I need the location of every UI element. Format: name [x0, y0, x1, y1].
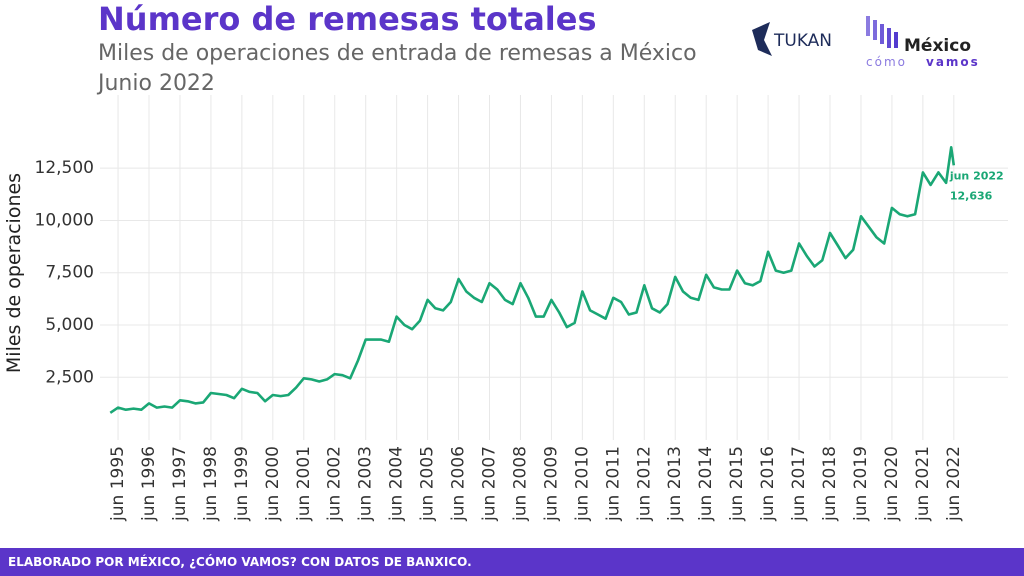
x-tick-label: jun 2008	[510, 446, 530, 522]
footer-text: ELABORADO POR MÉXICO, ¿CÓMO VAMOS? CON D…	[8, 554, 472, 569]
x-tick-label: jun 2004	[387, 446, 407, 522]
y-tick-label: 12,500	[35, 158, 94, 178]
tukan-logo: TUKAN	[752, 22, 832, 56]
y-tick-label: 10,000	[35, 210, 94, 230]
logo-bar	[887, 28, 891, 48]
x-tick-label: jun 2021	[913, 446, 933, 522]
x-tick-label: jun 1998	[201, 446, 221, 522]
x-tick-label: jun 2022	[944, 446, 964, 522]
y-tick-label: 2,500	[45, 367, 94, 387]
vamos-text: vamos	[926, 55, 980, 69]
y-tick-label: 7,500	[45, 263, 94, 283]
data-line	[109, 146, 956, 414]
x-tick-label: jun 2018	[820, 446, 840, 522]
subtitle: Miles de operaciones de entrada de remes…	[98, 41, 697, 66]
x-tick-label: jun 2016	[758, 446, 778, 522]
subtitle-date: Junio 2022	[96, 71, 215, 96]
tukan-icon	[752, 22, 772, 56]
x-tick-label: jun 2013	[665, 446, 685, 522]
logo-bar	[880, 24, 884, 44]
x-tick-label: jun 2003	[356, 446, 376, 522]
x-tick-label: jun 2000	[263, 446, 283, 522]
annotation-date: jun 2022	[949, 169, 1004, 182]
x-tick-label: jun 2001	[294, 446, 314, 522]
mexico-logo: México cómo vamos	[866, 16, 980, 69]
x-tick-label: jun 2005	[418, 446, 438, 522]
x-tick-label: jun 2010	[572, 446, 592, 522]
x-tick-label: jun 1997	[170, 446, 190, 522]
x-tick-label: jun 1995	[108, 446, 128, 522]
x-tick-label: jun 2019	[851, 446, 871, 522]
x-tick-label: jun 2007	[480, 446, 500, 522]
footer-bar	[0, 548, 1024, 576]
y-axis-label: Miles de operaciones	[3, 173, 25, 373]
annotation-value: 12,636	[950, 189, 993, 202]
logo-bar	[866, 16, 870, 36]
x-tick-label: jun 2002	[325, 446, 345, 522]
chart-title: Número de remesas totales	[98, 0, 597, 38]
x-tick-label: jun 1999	[232, 446, 252, 522]
x-tick-label: jun 2009	[541, 446, 561, 522]
x-tick-label: jun 2014	[696, 446, 716, 522]
x-tick-label: jun 2012	[634, 446, 654, 522]
tukan-text: TUKAN	[773, 31, 832, 51]
logo-bar	[873, 20, 877, 40]
mexico-text: México	[904, 36, 971, 56]
x-tick-label: jun 2020	[882, 446, 902, 522]
x-tick-label: jun 2011	[603, 446, 623, 522]
como-text: cómo	[866, 55, 907, 69]
logo-bar	[894, 32, 898, 48]
x-tick-label: jun 1996	[139, 446, 159, 522]
y-tick-label: 5,000	[45, 315, 94, 335]
x-tick-label: jun 2006	[449, 446, 469, 522]
x-tick-label: jun 2015	[727, 446, 747, 522]
x-tick-label: jun 2017	[789, 446, 809, 522]
